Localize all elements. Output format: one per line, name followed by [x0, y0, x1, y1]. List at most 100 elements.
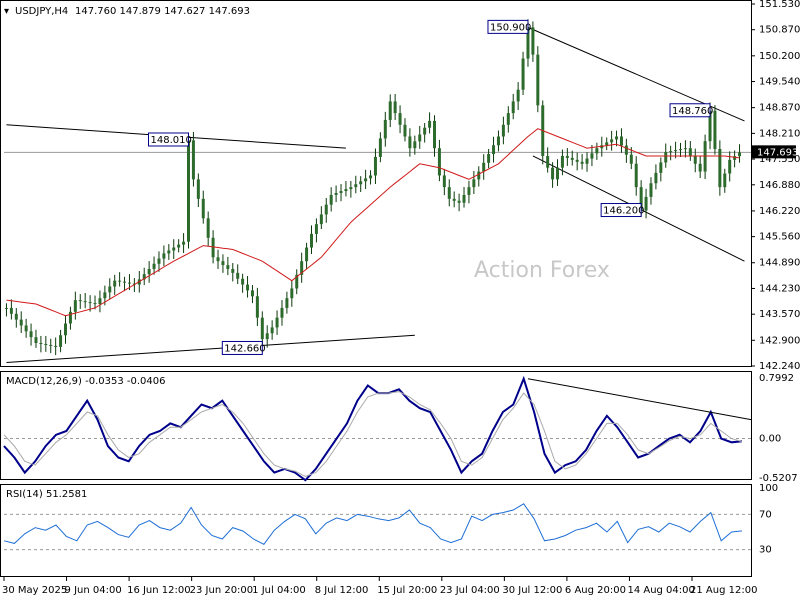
- candle-body: [674, 150, 678, 152]
- candle-body: [349, 187, 353, 190]
- candle-body: [255, 296, 259, 318]
- candle-body: [300, 261, 304, 275]
- candle-body: [83, 301, 87, 303]
- candle-body: [359, 181, 363, 185]
- candle-body: [246, 284, 250, 291]
- candle-body: [68, 311, 72, 324]
- candle-body: [393, 101, 397, 114]
- candle-body: [659, 162, 663, 173]
- time-axis-label: 23 Jul 04:00: [440, 585, 500, 596]
- candle-body: [570, 157, 574, 160]
- candle-body: [477, 171, 481, 180]
- candle-body: [329, 194, 333, 205]
- candle-body: [698, 163, 702, 172]
- price-axis-label: 144.890: [759, 258, 800, 269]
- price-annotation: 142.660: [221, 340, 266, 355]
- candle-body: [54, 345, 58, 347]
- rsi-axis-label: 30: [759, 545, 772, 556]
- candle-body: [492, 145, 496, 155]
- candle-body: [182, 241, 186, 245]
- time-axis-label: 21 Aug 12:00: [690, 585, 757, 596]
- time-axis-label: 6 Aug 20:00: [565, 585, 626, 596]
- candle-body: [187, 140, 190, 242]
- price-axis-label: 143.570: [759, 309, 800, 320]
- candle-body: [649, 183, 653, 197]
- candle-body: [162, 253, 166, 259]
- candle-body: [688, 148, 692, 156]
- candle-body: [585, 158, 589, 164]
- price-annotation: 148.760: [669, 103, 713, 118]
- candle-body: [516, 89, 520, 102]
- candle-body: [452, 198, 456, 201]
- candle-body: [728, 159, 732, 174]
- candle-body: [373, 156, 377, 176]
- candle-body: [546, 155, 550, 168]
- candle-body: [447, 187, 451, 199]
- price-annotation-label: 150.900: [490, 22, 531, 33]
- candle-body: [73, 300, 77, 312]
- candle-body: [383, 119, 387, 139]
- candle-body: [713, 110, 717, 149]
- candle-body: [19, 319, 23, 326]
- price-axis-label: 150.870: [759, 25, 800, 36]
- price-annotation: 148.010: [148, 132, 192, 147]
- time-axis-label: 30 Jul 12:00: [502, 585, 562, 596]
- price-annotation-label: 146.200: [603, 206, 644, 217]
- rsi-axis-label: 70: [759, 509, 772, 520]
- price-axis-label: 148.210: [759, 128, 800, 139]
- candle-body: [610, 139, 614, 143]
- candle-body: [442, 175, 446, 188]
- candle-body: [619, 136, 623, 146]
- candle-body: [118, 280, 122, 282]
- candle-body: [654, 172, 658, 184]
- macd-axis-label: -0.5207: [759, 473, 798, 484]
- candle-body: [605, 142, 609, 146]
- candle-body: [334, 192, 338, 195]
- candle-body: [44, 343, 48, 345]
- candle-body: [310, 233, 313, 248]
- moving-average-line: [6, 128, 740, 317]
- candle-body: [305, 247, 309, 262]
- candle-body: [378, 138, 382, 157]
- candle-body: [718, 148, 722, 188]
- candle-body: [324, 204, 328, 215]
- candle-body: [693, 155, 697, 164]
- candle-body: [221, 261, 225, 266]
- candle-body: [624, 145, 628, 155]
- candle-body: [437, 148, 441, 176]
- candle-body: [364, 178, 368, 182]
- candle-body: [147, 268, 151, 275]
- current-price-label: 147.693: [757, 147, 798, 158]
- candle-body: [275, 317, 279, 328]
- macd-axis-label: 0.00: [759, 434, 781, 445]
- time-axis-label: 8 Jul 12:00: [315, 585, 369, 596]
- candle-body: [629, 154, 633, 164]
- candle-body: [639, 187, 643, 211]
- price-axis-label: 142.900: [759, 335, 800, 346]
- price-pane-frame: [0, 0, 752, 367]
- candle-body: [457, 200, 461, 203]
- candle-body: [526, 27, 530, 59]
- candle-body: [501, 124, 505, 137]
- macd-pane-title: MACD(12,26,9) -0.0353 -0.0406: [6, 376, 166, 387]
- current-price-marker: [752, 145, 796, 159]
- candle-body: [560, 155, 564, 168]
- candle-body: [265, 333, 269, 340]
- price-axis-label: 146.880: [759, 180, 800, 191]
- macd-axis-label: 0.7992: [759, 373, 794, 384]
- time-axis-label: 9 Jun 04:00: [65, 585, 122, 596]
- price-annotation-label: 148.760: [672, 106, 713, 117]
- candle-body: [49, 344, 53, 346]
- candle-body: [59, 335, 63, 347]
- candle-body: [644, 196, 648, 211]
- candle-body: [9, 307, 13, 314]
- price-annotation: 150.900: [487, 19, 531, 34]
- candle-body: [496, 136, 500, 146]
- candle-body: [403, 124, 407, 137]
- candle-body: [98, 298, 102, 305]
- candle-body: [521, 58, 525, 90]
- candle-body: [669, 151, 673, 153]
- macd-series-macd: [3, 375, 743, 482]
- candle-body: [556, 167, 559, 180]
